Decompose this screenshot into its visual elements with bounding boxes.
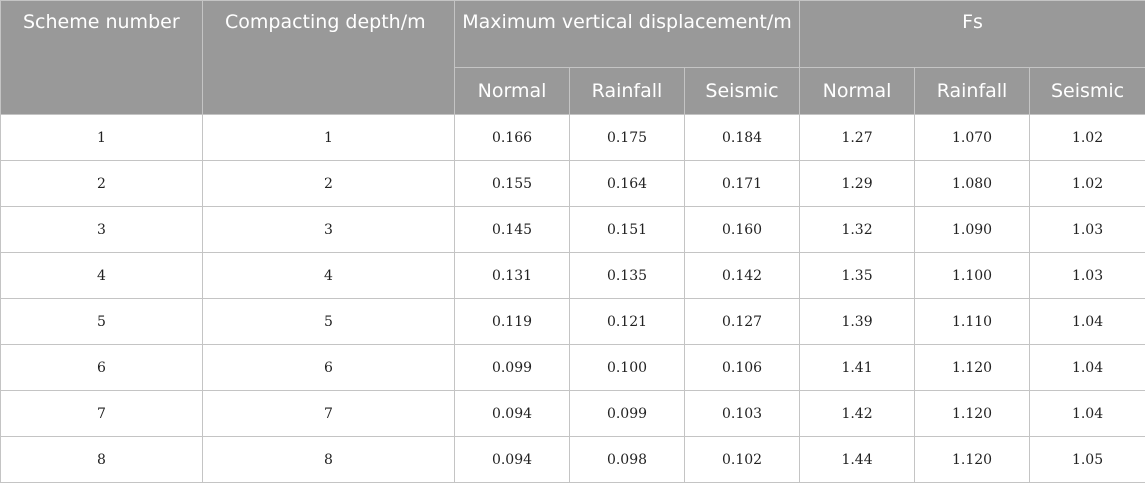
cell-displacement-rainfall: 0.164 [570,161,685,207]
cell-compacting-depth: 4 [203,253,455,299]
cell-fs-normal: 1.42 [800,391,915,437]
cell-displacement-seismic: 0.142 [685,253,800,299]
cell-displacement-seismic: 0.102 [685,437,800,483]
cell-fs-normal: 1.27 [800,115,915,161]
cell-scheme-number: 1 [1,115,203,161]
cell-fs-seismic: 1.04 [1030,391,1145,437]
header-compacting-depth: Compacting depth/m [203,1,455,115]
cell-scheme-number: 8 [1,437,203,483]
cell-scheme-number: 2 [1,161,203,207]
cell-displacement-normal: 0.166 [455,115,570,161]
cell-compacting-depth: 7 [203,391,455,437]
cell-fs-normal: 1.29 [800,161,915,207]
cell-displacement-rainfall: 0.099 [570,391,685,437]
cell-scheme-number: 5 [1,299,203,345]
table-header: Scheme number Compacting depth/m Maximum… [1,1,1145,115]
cell-compacting-depth: 1 [203,115,455,161]
cell-displacement-normal: 0.155 [455,161,570,207]
cell-displacement-rainfall: 0.175 [570,115,685,161]
cell-compacting-depth: 8 [203,437,455,483]
cell-displacement-normal: 0.131 [455,253,570,299]
subheader-displacement-seismic: Seismic [685,68,800,115]
subheader-fs-seismic: Seismic [1030,68,1145,115]
cell-displacement-seismic: 0.160 [685,207,800,253]
cell-displacement-normal: 0.119 [455,299,570,345]
cell-fs-rainfall: 1.080 [915,161,1030,207]
cell-compacting-depth: 5 [203,299,455,345]
cell-displacement-normal: 0.094 [455,391,570,437]
cell-compacting-depth: 2 [203,161,455,207]
cell-fs-seismic: 1.04 [1030,299,1145,345]
cell-fs-normal: 1.39 [800,299,915,345]
cell-compacting-depth: 6 [203,345,455,391]
cell-fs-rainfall: 1.110 [915,299,1030,345]
subheader-displacement-normal: Normal [455,68,570,115]
subheader-fs-rainfall: Rainfall [915,68,1030,115]
cell-fs-rainfall: 1.090 [915,207,1030,253]
cell-displacement-rainfall: 0.098 [570,437,685,483]
cell-fs-seismic: 1.05 [1030,437,1145,483]
cell-displacement-seismic: 0.127 [685,299,800,345]
cell-fs-seismic: 1.02 [1030,115,1145,161]
cell-displacement-normal: 0.145 [455,207,570,253]
cell-displacement-seismic: 0.184 [685,115,800,161]
cell-fs-seismic: 1.04 [1030,345,1145,391]
header-scheme-number: Scheme number [1,1,203,115]
header-fs: Fs [800,1,1145,68]
cell-fs-rainfall: 1.100 [915,253,1030,299]
cell-scheme-number: 4 [1,253,203,299]
cell-fs-seismic: 1.02 [1030,161,1145,207]
cell-fs-normal: 1.41 [800,345,915,391]
cell-fs-rainfall: 1.120 [915,437,1030,483]
subheader-fs-normal: Normal [800,68,915,115]
cell-fs-normal: 1.44 [800,437,915,483]
subheader-displacement-rainfall: Rainfall [570,68,685,115]
header-row-top: Scheme number Compacting depth/m Maximum… [1,1,1145,68]
cell-fs-normal: 1.32 [800,207,915,253]
cell-displacement-seismic: 0.171 [685,161,800,207]
cell-scheme-number: 3 [1,207,203,253]
cell-displacement-seismic: 0.103 [685,391,800,437]
cell-scheme-number: 6 [1,345,203,391]
cell-fs-rainfall: 1.120 [915,345,1030,391]
cell-displacement-rainfall: 0.135 [570,253,685,299]
cell-fs-normal: 1.35 [800,253,915,299]
cell-fs-rainfall: 1.070 [915,115,1030,161]
cell-fs-seismic: 1.03 [1030,253,1145,299]
cell-displacement-rainfall: 0.121 [570,299,685,345]
cell-fs-seismic: 1.03 [1030,207,1145,253]
cell-displacement-seismic: 0.106 [685,345,800,391]
cell-scheme-number: 7 [1,391,203,437]
header-max-vertical-displacement: Maximum vertical displacement/m [455,1,800,68]
cell-fs-rainfall: 1.120 [915,391,1030,437]
cell-displacement-normal: 0.099 [455,345,570,391]
cell-displacement-rainfall: 0.100 [570,345,685,391]
cell-compacting-depth: 3 [203,207,455,253]
cell-displacement-rainfall: 0.151 [570,207,685,253]
cell-displacement-normal: 0.094 [455,437,570,483]
